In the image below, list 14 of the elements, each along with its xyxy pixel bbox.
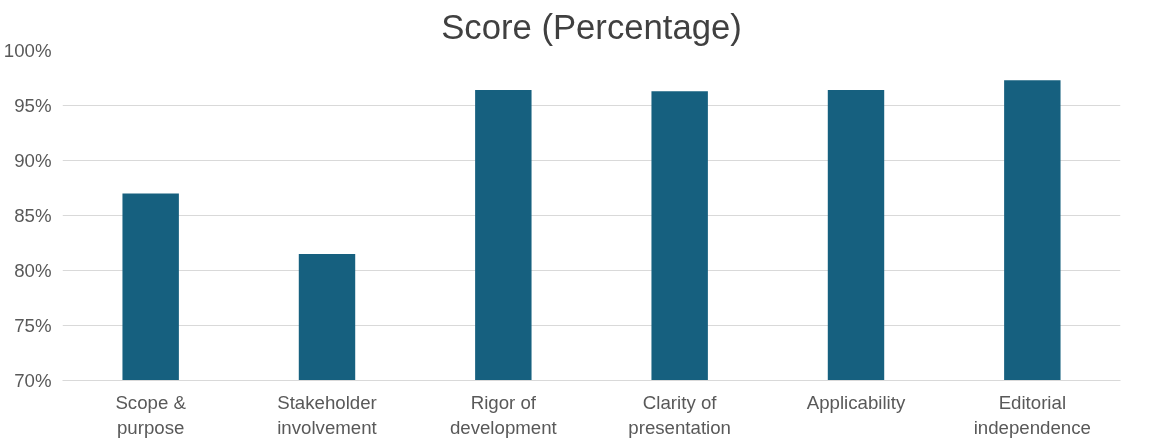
y-tick-label: 75% [14, 315, 52, 336]
y-tick-label: 85% [14, 205, 52, 226]
y-tick-label: 70% [14, 370, 52, 391]
x-tick-label: Scope & purpose [115, 391, 187, 438]
x-tick-label: Editorial independence [973, 391, 1091, 438]
x-tick-label: Stakeholder involvement [277, 391, 378, 438]
y-tick-label: 95% [14, 95, 52, 116]
x-tick-label: Rigor of development [449, 391, 558, 438]
y-tick-label: 100% [3, 40, 52, 61]
x-tick-label: Clarity of presentation [628, 391, 732, 438]
y-tick-label: 80% [14, 260, 52, 281]
chart-title: Score (Percentage) [441, 7, 742, 46]
x-tick-label: Applicability [806, 391, 906, 413]
y-tick-label: 90% [14, 150, 52, 171]
